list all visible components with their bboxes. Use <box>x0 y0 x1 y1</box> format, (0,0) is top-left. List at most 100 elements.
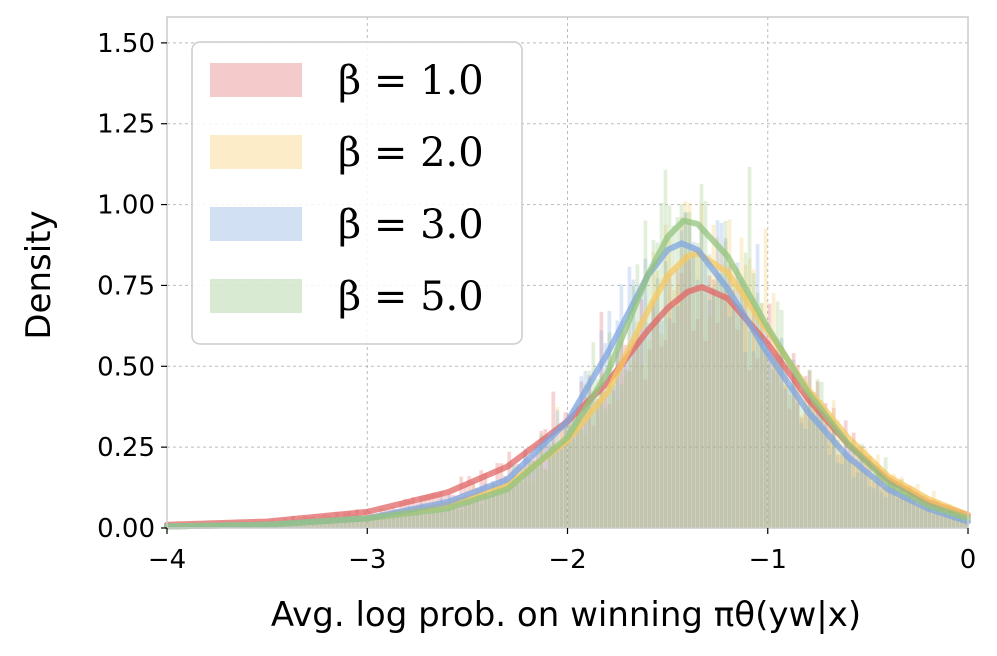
histogram-bar <box>779 385 784 528</box>
histogram-bar <box>479 486 484 528</box>
histogram-bar <box>551 436 556 528</box>
histogram-bar <box>907 485 912 528</box>
histogram-bar <box>927 507 932 528</box>
histogram-bar <box>367 515 371 528</box>
histogram-bar <box>451 494 456 528</box>
histogram-bar <box>807 370 812 528</box>
histogram-bar <box>407 513 412 528</box>
histogram-bar <box>347 519 351 528</box>
histogram-bar <box>339 520 343 528</box>
histogram-bar <box>523 448 528 528</box>
histogram-bar <box>383 514 387 528</box>
x-axis-label: Avg. log prob. on winning πθ(yw|x) <box>271 595 861 635</box>
histogram-bar <box>735 268 740 528</box>
histogram-bar <box>515 483 520 528</box>
histogram-bar <box>891 485 896 528</box>
histogram-bar <box>475 489 480 528</box>
histogram-bar <box>771 358 776 528</box>
histogram-bar <box>631 340 636 528</box>
histogram-bar <box>659 346 664 528</box>
histogram-bar <box>639 336 644 528</box>
legend-swatch <box>210 63 302 97</box>
histogram-bar <box>343 521 347 528</box>
histogram-bar <box>627 325 632 528</box>
histogram-bar <box>795 364 800 528</box>
histogram-bar <box>355 517 359 528</box>
histogram-bar <box>687 222 692 528</box>
histogram-bar <box>895 480 900 528</box>
histogram-bar <box>347 519 351 528</box>
histogram-bar <box>927 500 932 528</box>
histogram-bar <box>555 407 560 528</box>
histogram-bar <box>831 420 836 528</box>
histogram-bar <box>639 365 644 528</box>
histogram-bar <box>459 509 464 528</box>
histogram-bar <box>499 484 504 528</box>
histogram-bar <box>919 496 924 528</box>
histogram-bar <box>399 516 403 528</box>
histogram-bar <box>851 477 856 528</box>
histogram-bar <box>427 506 432 528</box>
histogram-bar <box>567 415 572 528</box>
histogram-bar <box>515 475 520 528</box>
histogram-bar <box>667 318 672 528</box>
histogram-bar <box>867 486 872 528</box>
histogram-bar <box>559 426 564 528</box>
histogram-bar <box>387 509 391 528</box>
y-axis-label: Density <box>19 210 59 339</box>
histogram-bar <box>599 373 604 528</box>
histogram-bar <box>375 519 379 528</box>
histogram-bar <box>899 479 904 528</box>
histogram-bar <box>535 443 540 528</box>
histogram-bar <box>727 265 732 528</box>
histogram-bar <box>591 426 596 528</box>
histogram-bar <box>491 481 496 528</box>
histogram-bar <box>375 514 379 528</box>
histogram-bar <box>623 376 628 528</box>
histogram-bar <box>567 421 572 528</box>
histogram-bar <box>771 293 776 528</box>
histogram-bar <box>419 511 424 528</box>
histogram-bar <box>583 396 588 528</box>
y-tick-label: 0.25 <box>97 433 155 463</box>
histogram-bar <box>555 447 560 528</box>
histogram-bar <box>879 470 884 528</box>
histogram-bar <box>855 464 860 528</box>
histogram-bar <box>747 369 752 528</box>
histogram-bar <box>939 509 944 528</box>
histogram-bar <box>763 228 768 528</box>
histogram-bar <box>911 494 916 528</box>
histogram-bar <box>399 514 403 528</box>
histogram-bar <box>439 497 444 528</box>
histogram-bar <box>547 443 552 528</box>
histogram-bar <box>359 516 363 528</box>
histogram-bar <box>327 519 331 528</box>
histogram-bar <box>859 469 864 528</box>
histogram-bar <box>471 484 476 528</box>
histogram-bar <box>507 482 512 528</box>
y-tick-label: 0.75 <box>97 271 155 301</box>
histogram-bar <box>579 376 584 528</box>
legend-label: β = 2.0 <box>338 130 484 176</box>
histogram-bar <box>799 415 804 528</box>
histogram-bar <box>775 301 780 528</box>
histogram-bar <box>767 382 772 528</box>
histogram-bar <box>747 166 752 528</box>
histogram-bar <box>787 408 792 528</box>
histogram-bar <box>775 341 780 528</box>
histogram-bar <box>459 504 464 528</box>
histogram-bar <box>643 258 648 528</box>
y-tick-label: 1.00 <box>97 191 155 221</box>
histogram-bar <box>619 384 624 528</box>
histogram-bar <box>623 344 628 528</box>
histogram-bar <box>483 473 488 528</box>
histogram-bar <box>855 458 860 528</box>
histogram-bar <box>555 445 560 528</box>
histogram-bar <box>931 513 936 528</box>
histogram-bar <box>755 244 760 528</box>
histogram-bar <box>699 184 704 528</box>
histogram-bar <box>915 506 920 528</box>
histogram-bar <box>903 494 908 528</box>
histogram-bar <box>899 488 904 528</box>
histogram-bar <box>503 480 508 528</box>
